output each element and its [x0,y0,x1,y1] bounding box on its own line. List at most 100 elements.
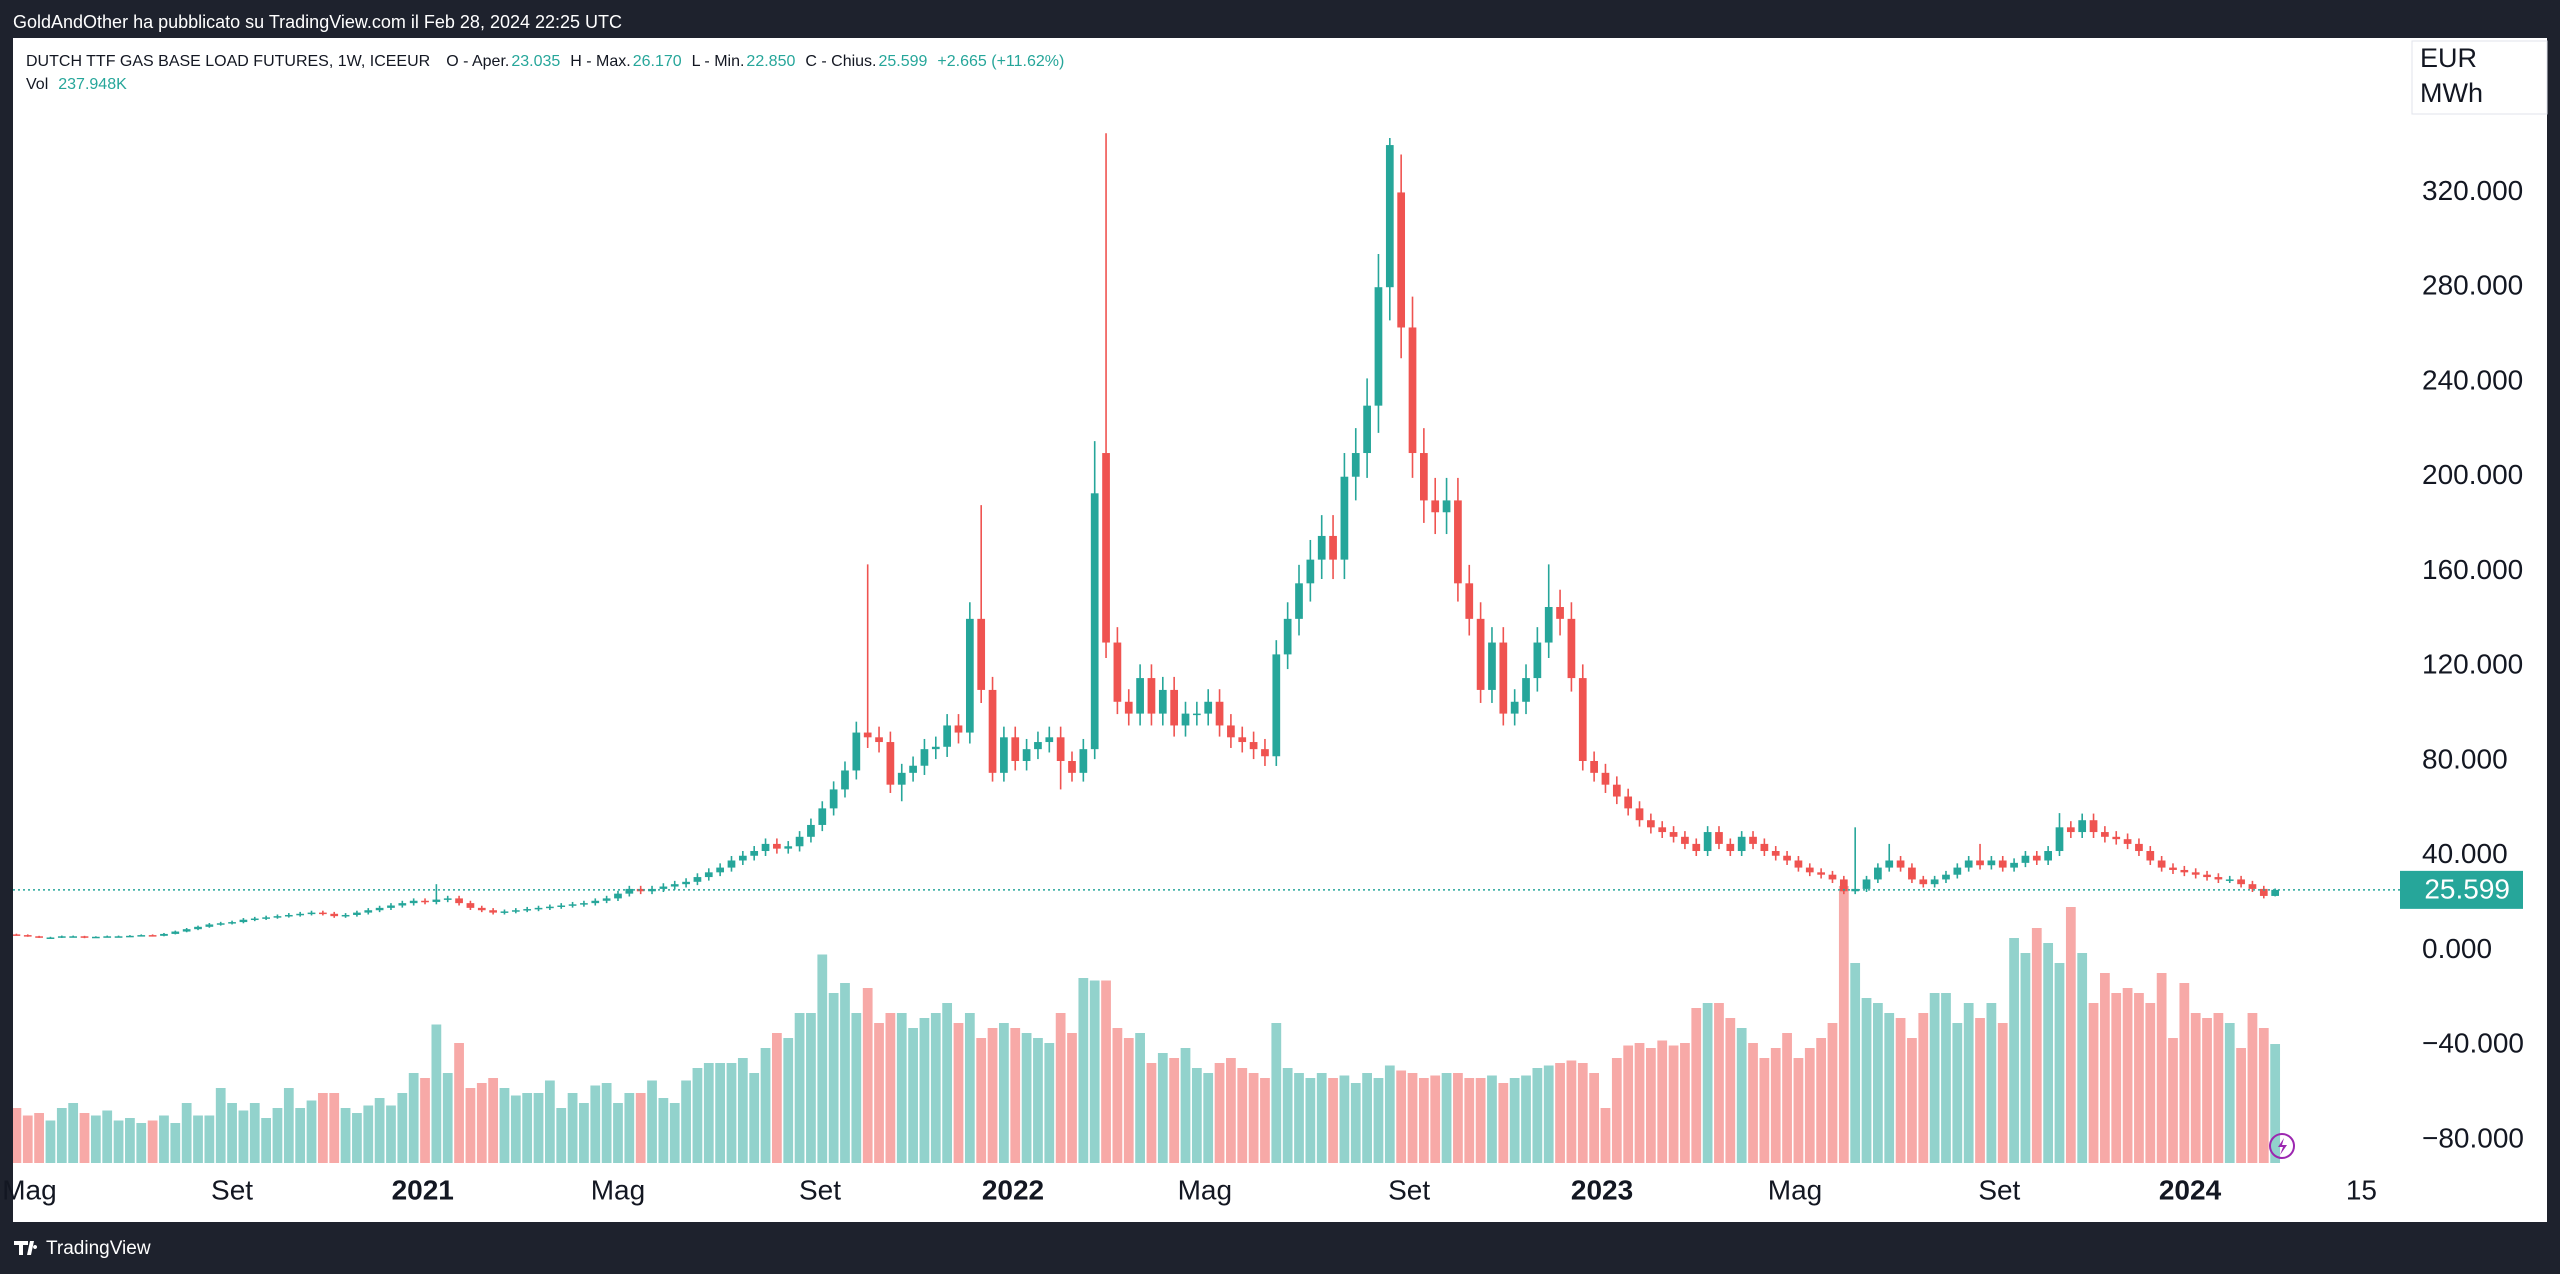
candle-body [1431,500,1440,513]
candle-body [1306,559,1315,584]
volume-bar [772,1033,782,1163]
candle-body [182,929,191,932]
volume-bar [510,1095,521,1163]
candle-body [1874,867,1882,880]
volume-bar [1146,1063,1157,1163]
candle-body [1363,405,1371,454]
candle-body [171,931,180,934]
volume-bar [13,1108,22,1163]
y-tick-label: 280.000 [2422,270,2523,301]
volume-bar [2077,953,2088,1163]
volume-bar [1521,1075,1531,1163]
volume-bar [1123,1038,1134,1163]
candle-body [250,918,259,921]
volume-bar [2122,988,2133,1163]
candle-body [205,924,214,927]
candle-body [2101,832,2109,837]
candle-body [398,903,407,906]
volume-bar [2179,983,2190,1163]
volume-bar [976,1038,987,1163]
candle-body [1408,327,1417,454]
candle-body [1022,749,1031,761]
volume-bar [2088,1003,2099,1163]
volume-bar [2156,973,2167,1163]
volume-bar [2247,1013,2258,1163]
volume-bar [1577,1063,1588,1163]
candle-body [1420,453,1428,501]
candle-body [568,904,577,906]
candle-body [750,851,759,856]
volume-bar [2065,907,2076,1163]
volume-bar [45,1120,56,1163]
volume-bar [374,1098,385,1163]
volume-bar [874,1023,884,1163]
volume-bar [1078,978,1089,1163]
volume-bar [1782,1033,1792,1163]
candle-body [670,884,679,887]
volume-bar [102,1110,113,1163]
volume-bar [1237,1068,1248,1163]
candle-body [489,910,497,913]
candle-body [1930,879,1939,885]
candle-body [1567,618,1576,679]
x-tick-label: Set [799,1174,841,1205]
candle-body [1113,642,1122,702]
candle-body [1942,874,1950,880]
candle-body [1998,860,2007,868]
volume-bar [2009,938,2019,1163]
candle-body [1544,607,1553,643]
candle-body [784,846,793,849]
volume-bar [1021,1033,1032,1163]
candle-body [1124,701,1133,714]
candle-body [1828,874,1837,880]
y-tick-label: −40.000 [2422,1028,2524,1059]
candle-body [1079,749,1088,773]
volume-bar [1884,1013,1895,1163]
candle-body [1034,742,1042,750]
volume-bar [1555,1063,1565,1163]
candle-body [57,936,66,938]
candle-body [1817,872,1825,875]
volume-bar [726,1063,737,1163]
logo-mark [14,1241,38,1255]
candle-body [841,770,849,790]
volume-bar [1203,1073,1214,1163]
volume-bar [1362,1073,1372,1163]
footer-brand[interactable]: TradingView [46,1238,151,1259]
y-tick-label: 80.000 [2422,743,2508,774]
volume-bar [1941,993,1951,1163]
volume-bar [1498,1083,1509,1163]
x-tick-label: 15 [2346,1174,2377,1205]
candle-body [648,888,656,892]
y-tick-label: 160.000 [2422,554,2523,585]
volume-bar [2190,1013,2201,1163]
volume-bar [2031,928,2042,1163]
volume-bar [1986,1003,1997,1163]
candle-body [1442,500,1451,513]
legend-item: +2.665 (+11.62%) [937,53,1064,70]
volume-bar [533,1093,544,1163]
volume-bar [2020,953,2031,1163]
volume-bar [908,1028,918,1163]
legend-volume: 237.948K [58,76,127,93]
candle-body [80,936,89,938]
candle-body [1760,843,1769,852]
candle-body [1147,678,1156,714]
candle-body [477,907,486,911]
volume-bar [1827,1023,1838,1163]
y-tick-label: 0.000 [2422,933,2492,964]
candle-body [1885,860,1894,868]
candle-body [2032,855,2041,861]
volume-bar [1226,1058,1236,1163]
candle-body [2169,867,2177,870]
unit-box [2411,40,2548,115]
candle-body [863,732,872,738]
candle-body [1635,808,1644,821]
candle-body [409,900,418,904]
volume-bar [363,1105,374,1163]
volume-bar [1214,1063,1225,1163]
y-tick-label: −80.000 [2422,1122,2524,1153]
candle-body [1647,820,1655,828]
candle-body [1601,772,1610,785]
